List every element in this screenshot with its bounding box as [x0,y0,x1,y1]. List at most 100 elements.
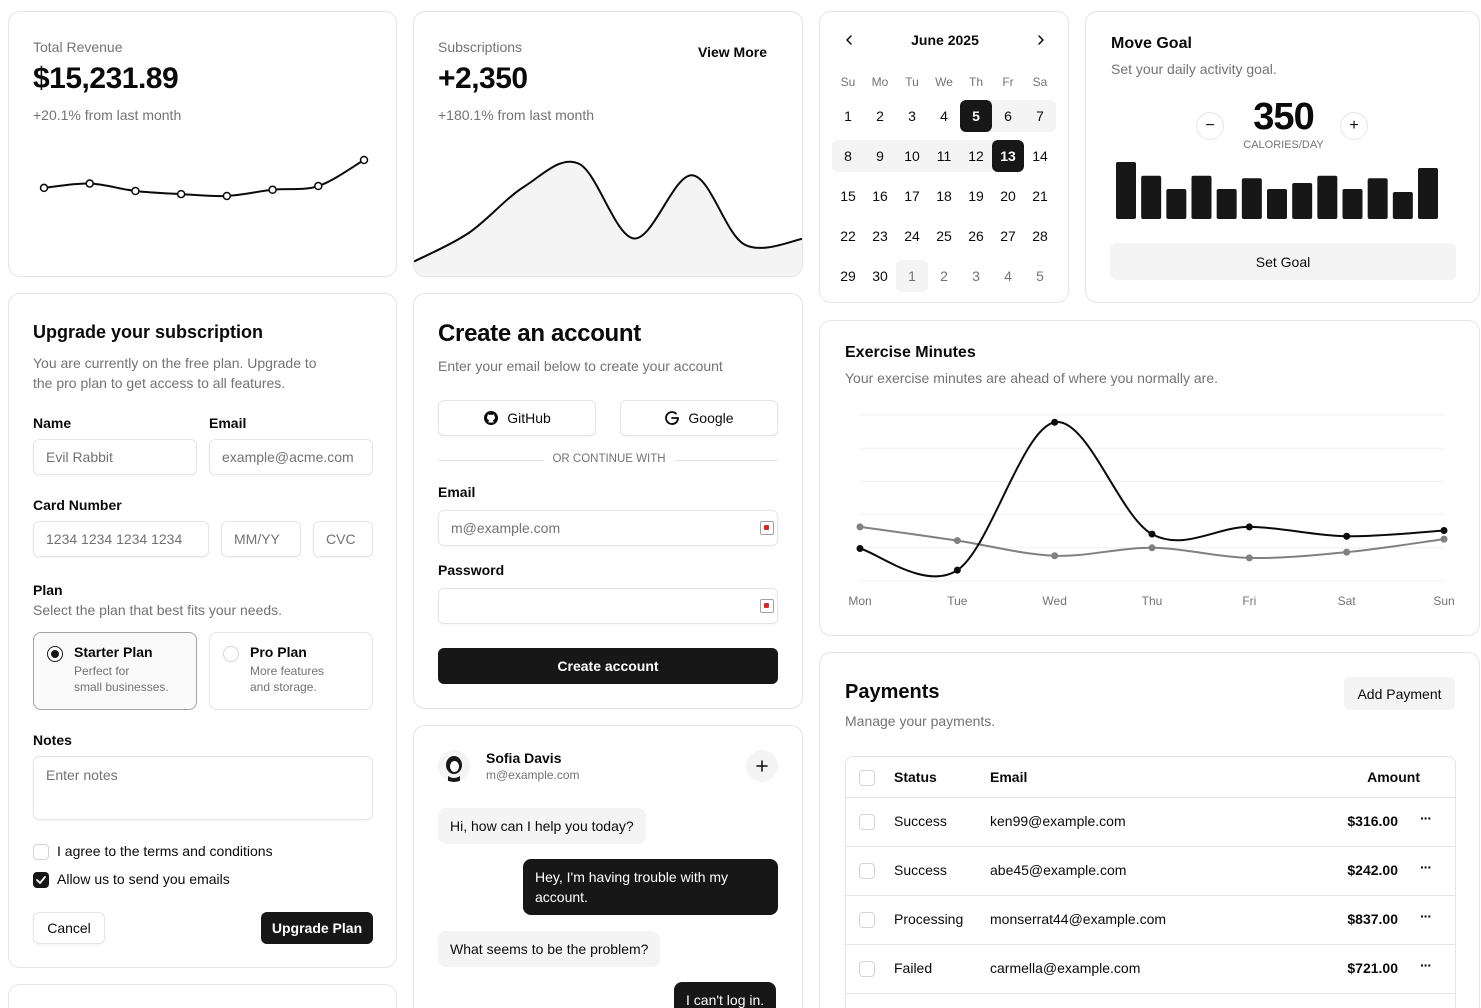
next-month-button[interactable] [1030,29,1052,51]
weekday-label: Sa [1032,75,1048,89]
calendar-day[interactable]: 16 [872,188,888,204]
password-manager-star-icon [764,525,769,530]
calendar-day[interactable]: 5 [960,100,992,132]
calendar-card: June 2025 Su Mo Tu We Th Fr Sa 1 2 3 4 5 6 7 8 9 10 11 12 1… [819,11,1069,303]
weekday-label: We [935,75,953,89]
decrement-button[interactable]: − [1196,112,1224,140]
calendar-day[interactable]: 24 [904,228,920,244]
goal-bar [1191,175,1212,219]
prev-month-button[interactable] [838,29,860,51]
calendar-day[interactable]: 22 [840,228,856,244]
calendar-day[interactable]: 10 [904,148,920,164]
view-more-link[interactable]: View More [698,44,767,60]
email-input[interactable]: example@acme.com [209,439,373,475]
emails-checkbox[interactable] [33,872,49,888]
card-number-input[interactable]: 1234 1234 1234 1234 [33,521,209,557]
calendar-day[interactable]: 30 [872,268,888,284]
goal-bar [1216,189,1237,219]
password-input[interactable] [438,588,778,624]
exercise-data-point [856,545,864,553]
chat-message: Hi, how can I help you today? [438,808,646,844]
plan-label: Plan [33,582,63,598]
calendar-day[interactable]: 14 [1032,148,1048,164]
check-icon [36,876,46,884]
calendar-day[interactable]: 5 [1036,268,1044,284]
calendar-day[interactable]: 25 [936,228,952,244]
account-email-input[interactable]: m@example.com [438,510,778,546]
starter-radio[interactable] [47,646,63,662]
calendar-day[interactable]: 28 [1032,228,1048,244]
calendar-day[interactable]: 4 [940,108,948,124]
add-payment-button[interactable]: Add Payment [1344,677,1455,710]
divider-right [674,460,778,461]
subscriptions-series-line [414,160,802,263]
row-checkbox[interactable] [859,863,875,879]
pro-radio[interactable] [223,646,239,662]
expiry-input[interactable]: MM/YY [221,521,301,557]
plan-option-starter[interactable]: Starter Plan Perfect for small businesse… [33,632,197,710]
calendar-day[interactable]: 29 [840,268,856,284]
status-column-header[interactable]: Status [894,769,937,785]
cvc-input[interactable]: CVC [313,521,373,557]
name-input[interactable]: Evil Rabbit [33,439,197,475]
upgrade-plan-button[interactable]: Upgrade Plan [261,912,373,944]
create-account-button[interactable]: Create account [438,648,778,684]
password-manager-icon-2[interactable] [760,599,774,613]
new-chat-button[interactable] [746,750,778,782]
row-checkbox[interactable] [859,961,875,977]
calendar-day[interactable]: 6 [1004,108,1012,124]
payments-subtitle: Manage your payments. [845,713,996,729]
calendar-day[interactable]: 2 [940,268,948,284]
cancel-button[interactable]: Cancel [33,912,105,944]
google-button[interactable]: Google [620,400,778,436]
password-manager-icon[interactable] [760,521,774,535]
plus-icon [756,760,768,772]
calendar-day[interactable]: 7 [1036,108,1044,124]
move-goal-card: Move Goal Set your daily activity goal. … [1085,11,1480,303]
calendar-day[interactable]: 3 [908,108,916,124]
payment-amount: $242.00 [1347,862,1398,878]
calendar-day[interactable]: 1 [844,108,852,124]
plan-option-pro[interactable]: Pro Plan More features and storage. [209,632,373,710]
set-goal-button[interactable]: Set Goal [1110,243,1456,280]
more-actions-icon[interactable]: ··· [1420,859,1432,875]
more-actions-icon[interactable]: ··· [1420,908,1432,924]
calendar-day[interactable]: 26 [968,228,984,244]
select-all-checkbox[interactable] [859,770,875,786]
calendar-day[interactable]: 23 [872,228,888,244]
calendar-day[interactable]: 12 [968,148,984,164]
starter-plan-desc1: Perfect for [74,664,130,678]
payment-email: ken99@example.com [990,813,1126,829]
calendar-day[interactable]: 3 [972,268,980,284]
calendar-day[interactable]: 9 [876,148,884,164]
chat-message: What seems to be the problem? [438,931,661,967]
calendar-day[interactable]: 1 [896,260,928,292]
calendar-day[interactable]: 17 [904,188,920,204]
x-tick-label: Sat [1338,594,1357,608]
calendar-day[interactable]: 21 [1032,188,1048,204]
more-actions-icon[interactable]: ··· [1420,810,1432,826]
row-checkbox[interactable] [859,912,875,928]
calendar-day[interactable]: 8 [844,148,852,164]
calendar-day[interactable]: 13 [992,140,1024,172]
card-number-label: Card Number [33,497,122,513]
terms-checkbox[interactable] [33,844,49,860]
email-column-header[interactable]: Email [990,769,1028,785]
amount-column-header[interactable]: Amount [1367,769,1420,785]
calendar-day[interactable]: 20 [1000,188,1016,204]
notes-textarea[interactable]: Enter notes [33,756,373,820]
calendar-day[interactable]: 18 [936,188,952,204]
calendar-day[interactable]: 27 [1000,228,1016,244]
calendar-day[interactable]: 4 [1004,268,1012,284]
calendar-day[interactable]: 11 [936,148,952,164]
calendar-day[interactable]: 19 [968,188,984,204]
calendar-day[interactable]: 2 [876,108,884,124]
increment-button[interactable]: + [1340,112,1368,140]
more-actions-icon[interactable]: ··· [1420,957,1432,973]
password-label: Password [438,562,505,578]
row-checkbox[interactable] [859,814,875,830]
radio-dot-icon [51,650,59,658]
revenue-data-point [85,179,94,188]
github-button[interactable]: GitHub [438,400,596,436]
calendar-day[interactable]: 15 [840,188,856,204]
